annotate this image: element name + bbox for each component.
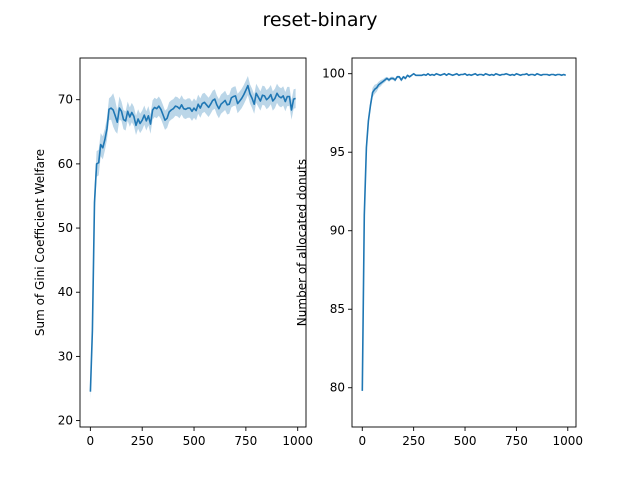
left-series-0-line [89, 84, 296, 392]
right-y-tick-label: 80 [330, 381, 345, 395]
left-y-tick-label: 40 [58, 285, 73, 299]
left-plot-panel: 0 250 500 750 1000 20 30 40 50 60 70 Sum of Gini Co… [33, 57, 313, 448]
right-x-tick-label: 1000 [553, 434, 584, 448]
right-x-tick-label: 250 [402, 434, 425, 448]
left-y-tick-label: 50 [58, 221, 73, 235]
right-y-axis-label: Number of allocated donuts [295, 159, 309, 326]
left-axes-frame [79, 57, 307, 428]
left-x-tick-label: 0 [87, 434, 95, 448]
figure-title: reset-binary [262, 9, 377, 31]
right-series-0-line [361, 72, 566, 391]
right-axes-frame [351, 57, 577, 428]
left-y-tick-label: 20 [58, 414, 73, 428]
left-x-tick-label: 500 [183, 434, 206, 448]
left-y-tick-label: 70 [58, 93, 73, 107]
right-y-tick-label: 90 [330, 224, 345, 238]
right-plot-panel: 0 250 500 750 1000 80 85 90 95 100 Number of alloc… [295, 57, 584, 448]
right-y-tick-label: 100 [322, 67, 345, 81]
right-x-tick-label: 0 [358, 434, 366, 448]
right-y-tick-label: 95 [330, 145, 345, 159]
left-x-tick-label: 250 [131, 434, 154, 448]
right-y-tick-label: 85 [330, 302, 345, 316]
left-y-axis-label: Sum of Gini Coefficient Welfare [33, 149, 47, 336]
left-y-tick-label: 30 [58, 349, 73, 363]
right-x-tick-label: 500 [454, 434, 477, 448]
left-x-tick-label: 1000 [282, 434, 313, 448]
left-y-tick-label: 60 [58, 157, 73, 171]
left-x-tick-label: 750 [234, 434, 257, 448]
right-x-tick-label: 750 [505, 434, 528, 448]
